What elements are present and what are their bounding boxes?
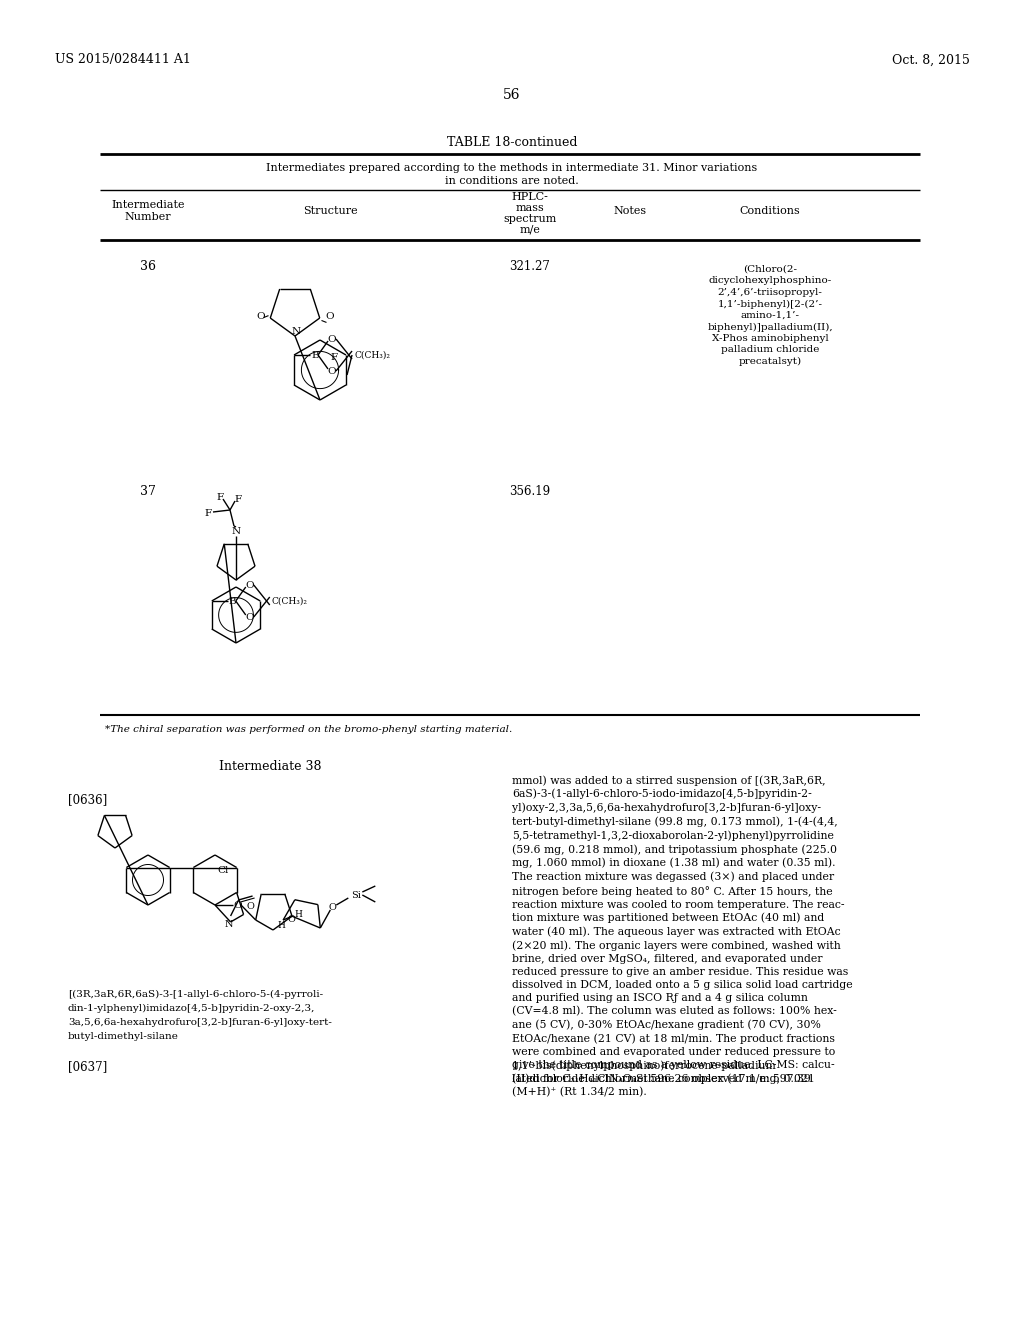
Text: O: O — [247, 903, 254, 911]
Text: O: O — [246, 612, 254, 622]
Text: in conditions are noted.: in conditions are noted. — [445, 176, 579, 186]
Text: N: N — [292, 327, 301, 337]
Text: O: O — [326, 312, 334, 321]
Text: 36: 36 — [140, 260, 156, 273]
Text: F: F — [205, 508, 212, 517]
Text: N: N — [231, 528, 241, 536]
Text: [0636]: [0636] — [68, 793, 108, 807]
Text: F: F — [216, 492, 223, 502]
Text: O: O — [233, 900, 243, 909]
Text: butyl-dimethyl-silane: butyl-dimethyl-silane — [68, 1032, 179, 1041]
Text: Structure: Structure — [303, 206, 357, 216]
Text: B: B — [229, 597, 237, 606]
Text: 321.27: 321.27 — [510, 260, 551, 273]
Text: Cl: Cl — [217, 866, 228, 875]
Text: [0637]: [0637] — [68, 1060, 108, 1073]
Text: 56: 56 — [503, 88, 521, 102]
Text: F: F — [234, 495, 242, 504]
Text: (Chloro(2-
dicyclohexylphosphino-
2’,4’,6’-triisopropyl-
1,1’-biphenyl)[2-(2’-
a: (Chloro(2- dicyclohexylphosphino- 2’,4’,… — [708, 265, 833, 366]
Text: Oct. 8, 2015: Oct. 8, 2015 — [892, 54, 970, 66]
Text: 3a,5,6,6a-hexahydrofuro[3,2-b]furan-6-yl]oxy-tert-: 3a,5,6,6a-hexahydrofuro[3,2-b]furan-6-yl… — [68, 1018, 332, 1027]
Text: Number: Number — [125, 213, 171, 222]
Text: Intermediates prepared according to the methods in intermediate 31. Minor variat: Intermediates prepared according to the … — [266, 162, 758, 173]
Text: O: O — [329, 903, 336, 912]
Text: mass: mass — [516, 203, 545, 213]
Text: Intermediate 38: Intermediate 38 — [219, 760, 322, 774]
Text: 1,1’-bis(diphenylphosphino)ferrocene-palladium
(II)dichloride dichlormethane com: 1,1’-bis(diphenylphosphino)ferrocene-pal… — [512, 1060, 815, 1084]
Text: Notes: Notes — [613, 206, 646, 216]
Text: N: N — [224, 920, 232, 929]
Text: O: O — [256, 312, 264, 321]
Text: H: H — [294, 909, 302, 919]
Text: B: B — [311, 351, 318, 359]
Text: din-1-ylphenyl)imidazo[4,5-b]pyridin-2-oxy-2,3,: din-1-ylphenyl)imidazo[4,5-b]pyridin-2-o… — [68, 1005, 315, 1014]
Text: HPLC-: HPLC- — [512, 191, 549, 202]
Text: spectrum: spectrum — [504, 214, 557, 224]
Text: 356.19: 356.19 — [509, 484, 551, 498]
Text: Si: Si — [351, 891, 361, 899]
Text: TABLE 18-continued: TABLE 18-continued — [446, 136, 578, 149]
Text: O: O — [287, 915, 295, 924]
Text: Intermediate: Intermediate — [112, 201, 184, 210]
Text: m/e: m/e — [519, 224, 541, 235]
Text: Conditions: Conditions — [739, 206, 801, 216]
Text: C(CH₃)₂: C(CH₃)₂ — [354, 351, 390, 359]
Text: O: O — [246, 581, 254, 590]
Text: US 2015/0284411 A1: US 2015/0284411 A1 — [55, 54, 190, 66]
Text: [(3R,3aR,6R,6aS)-3-[1-allyl-6-chloro-5-(4-pyrroli-: [(3R,3aR,6R,6aS)-3-[1-allyl-6-chloro-5-(… — [68, 990, 324, 999]
Text: O: O — [328, 334, 336, 343]
Text: mmol) was added to a stirred suspension of [(3R,3aR,6R,
6aS)-3-(1-allyl-6-chloro: mmol) was added to a stirred suspension … — [512, 775, 853, 1097]
Text: O: O — [328, 367, 336, 375]
Text: H: H — [278, 921, 285, 931]
Text: C(CH₃)₂: C(CH₃)₂ — [271, 597, 308, 606]
Text: F: F — [331, 352, 338, 362]
Text: 37: 37 — [140, 484, 156, 498]
Text: *The chiral separation was performed on the bromo-phenyl starting material.: *The chiral separation was performed on … — [105, 725, 512, 734]
